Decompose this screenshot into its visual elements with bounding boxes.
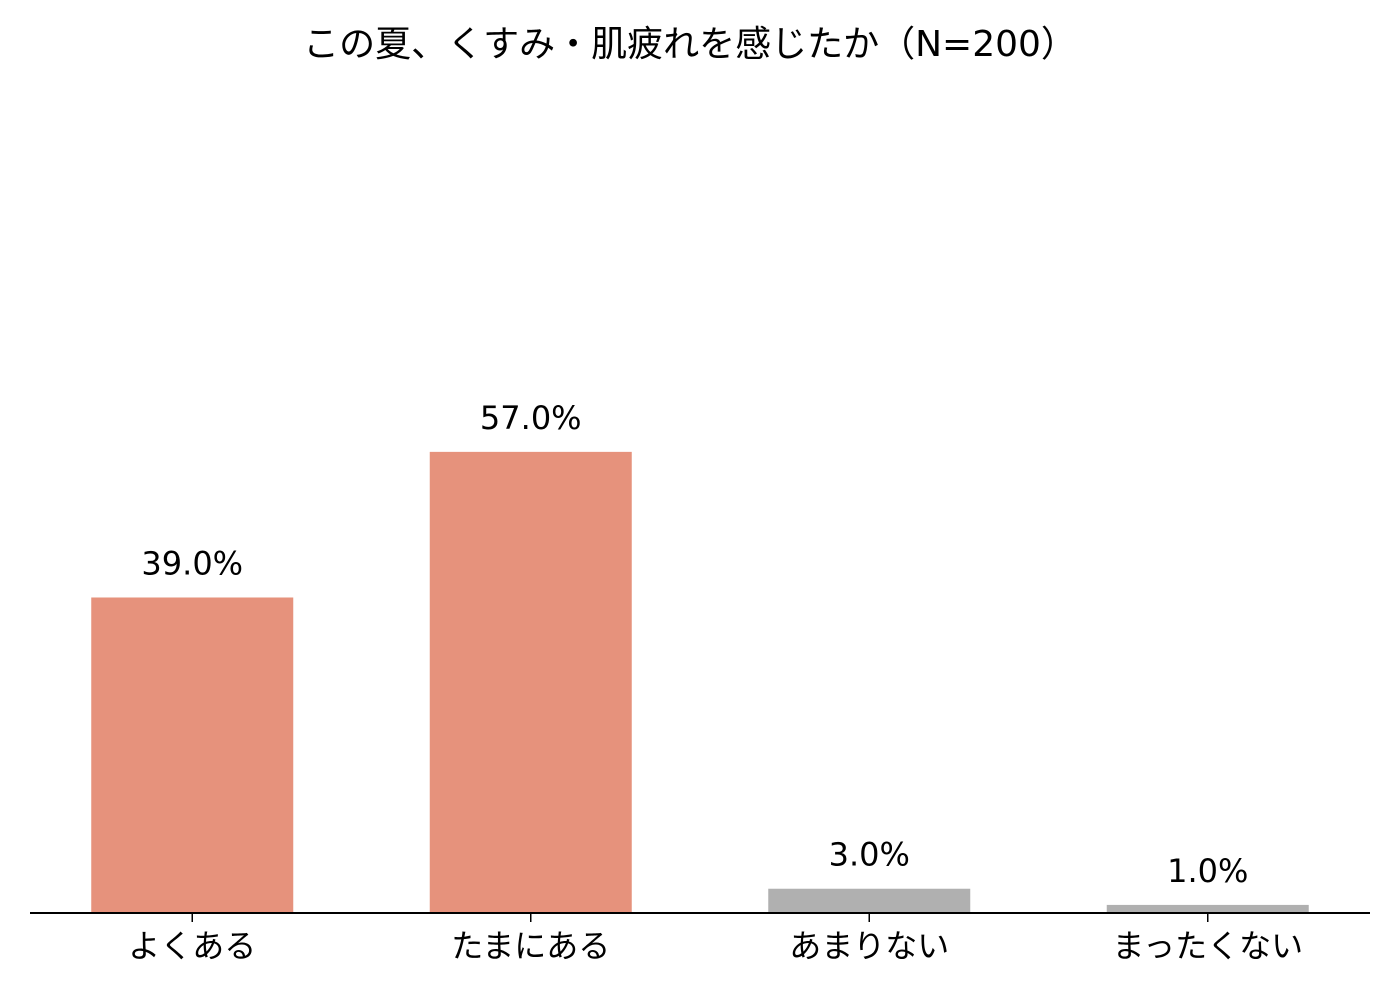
x-tick-label: よくある	[128, 927, 256, 965]
bar	[768, 888, 971, 913]
bar	[91, 597, 294, 913]
value-label: 3.0%	[829, 836, 910, 874]
bar	[1106, 904, 1309, 913]
value-label: 57.0%	[480, 399, 582, 437]
x-tick-label: たまにある	[451, 927, 610, 965]
x-tick-label: まったくない	[1112, 927, 1303, 965]
value-label: 39.0%	[141, 544, 243, 582]
x-tick-label: あまりない	[789, 927, 949, 965]
bar	[429, 451, 632, 913]
value-label: 1.0%	[1167, 852, 1248, 890]
chart-title: この夏、くすみ・肌疲れを感じたか（N=200）	[303, 24, 1077, 65]
